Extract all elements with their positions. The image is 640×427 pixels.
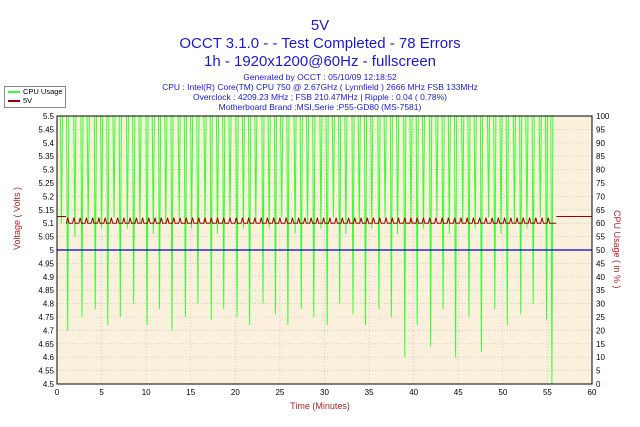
y-right-tick-label: 85	[596, 152, 605, 161]
legend-label-5v: 5V	[23, 96, 33, 105]
y-right-tick-label: 40	[596, 273, 605, 282]
y-left-tick-label: 5.5	[43, 112, 55, 121]
y-right-tick-label: 75	[596, 179, 605, 188]
y-right-tick-label: 95	[596, 125, 605, 134]
axis-ticks: 0 5 10 15 20 25 30 35 40 45 50 55 605.55.455.45.355.…	[38, 112, 609, 397]
y-left-tick-label: 4.65	[38, 340, 54, 349]
info-overclock: Overclock : 4209.23 MHz ; FSB 210.47MHz …	[192, 92, 447, 102]
y-left-tick-label: 5.3	[43, 166, 55, 175]
chart-subtitle-2: 1h - 1920x1200@60Hz - fullscreen	[203, 53, 437, 70]
info-generated: Generated by OCCT : 05/10/09 12:18:52	[243, 72, 397, 82]
y-left-tick-label: 5.35	[38, 152, 54, 161]
y-left-tick-label: 5	[50, 246, 55, 255]
voltage-ripple-line	[65, 217, 557, 224]
x-tick-label: 35	[365, 388, 374, 397]
x-tick-label: 5	[99, 388, 104, 397]
y-left-tick-label: 4.85	[38, 286, 54, 295]
legend-label-cpu-usage: CPU Usage	[23, 87, 63, 96]
x-tick-label: 55	[543, 388, 552, 397]
y-left-tick-label: 5.4	[43, 139, 55, 148]
chart-subtitle: OCCT 3.1.0 - - Test Completed - 78 Error…	[179, 35, 461, 52]
y-left-tick-label: 5.05	[38, 233, 54, 242]
y-axis-left-label: Voltage ( Volts )	[12, 186, 22, 250]
y-right-tick-label: 15	[596, 340, 605, 349]
x-tick-label: 15	[186, 388, 195, 397]
legend-swatch-5v	[8, 100, 20, 102]
y-left-tick-label: 5.15	[38, 206, 54, 215]
y-left-tick-label: 4.75	[38, 313, 54, 322]
x-tick-label: 40	[409, 388, 418, 397]
y-right-tick-label: 30	[596, 300, 605, 309]
voltage-5v-series	[57, 216, 592, 224]
x-tick-label: 30	[320, 388, 329, 397]
y-left-tick-label: 5.45	[38, 125, 54, 134]
y-right-tick-label: 70	[596, 192, 605, 201]
y-axis-right-label: CPU Usage ( in % )	[612, 210, 622, 289]
legend: CPU Usage 5V	[4, 86, 66, 108]
y-left-tick-label: 5.25	[38, 179, 54, 188]
y-left-tick-label: 4.7	[43, 326, 55, 335]
y-left-tick-label: 4.95	[38, 259, 54, 268]
x-tick-label: 50	[498, 388, 507, 397]
y-right-tick-label: 25	[596, 313, 605, 322]
y-right-tick-label: 60	[596, 219, 605, 228]
y-right-tick-label: 90	[596, 139, 605, 148]
y-left-tick-label: 5.1	[43, 219, 55, 228]
info-motherboard: Motherboard Brand :MSI,Serie :P55-GD80 (…	[218, 102, 422, 112]
y-left-tick-label: 5.2	[43, 192, 55, 201]
y-right-tick-label: 100	[596, 112, 610, 121]
y-right-tick-label: 80	[596, 166, 605, 175]
legend-swatch-cpu-usage	[8, 91, 20, 93]
x-tick-label: 20	[231, 388, 240, 397]
x-axis-label: Time (Minutes)	[290, 401, 350, 411]
plot-frame	[56, 115, 593, 385]
y-right-tick-label: 55	[596, 233, 605, 242]
y-right-tick-label: 50	[596, 246, 605, 255]
y-left-tick-label: 4.8	[43, 300, 55, 309]
y-left-tick-label: 4.9	[43, 273, 55, 282]
y-left-tick-label: 4.6	[43, 353, 55, 362]
y-right-tick-label: 45	[596, 259, 605, 268]
y-right-tick-label: 10	[596, 353, 605, 362]
y-right-tick-label: 65	[596, 206, 605, 215]
chart-title: 5V	[310, 17, 330, 34]
y-left-tick-label: 4.55	[38, 367, 54, 376]
y-right-tick-label: 35	[596, 286, 605, 295]
x-tick-label: 45	[454, 388, 463, 397]
y-left-tick-label: 4.5	[43, 380, 55, 389]
legend-item-5v: 5V	[5, 96, 65, 105]
y-right-tick-label: 0	[596, 380, 601, 389]
x-tick-label: 25	[275, 388, 284, 397]
x-tick-label: 0	[55, 388, 60, 397]
y-right-tick-label: 5	[596, 367, 601, 376]
y-right-tick-label: 20	[596, 326, 605, 335]
x-tick-label: 10	[142, 388, 151, 397]
info-cpu: CPU : Intel(R) Core(TM) CPU 750 @ 2.67GH…	[162, 82, 478, 92]
x-tick-label: 60	[588, 388, 597, 397]
legend-item-cpu-usage: CPU Usage	[5, 87, 65, 96]
